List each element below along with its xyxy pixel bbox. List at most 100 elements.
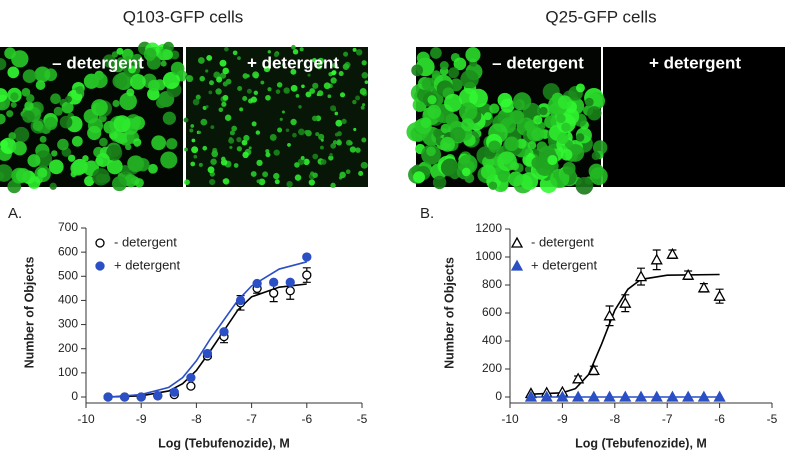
legend-label: - detergent <box>531 234 594 249</box>
cell <box>131 53 143 65</box>
cell <box>516 138 527 149</box>
cell <box>148 163 158 174</box>
cell <box>358 170 364 176</box>
cell <box>488 181 498 191</box>
data-point <box>666 247 679 259</box>
y-tick-label: 1200 <box>475 221 502 235</box>
cell <box>256 159 263 167</box>
cell <box>510 161 519 171</box>
cell <box>87 125 102 141</box>
data-point <box>666 390 679 402</box>
cell <box>267 59 272 63</box>
cell <box>421 77 436 91</box>
cell <box>91 99 108 116</box>
data-point <box>202 348 213 359</box>
cell <box>4 47 16 60</box>
cell <box>298 128 305 136</box>
cell <box>352 99 357 105</box>
cell <box>300 156 305 160</box>
cell <box>488 140 501 153</box>
cell <box>497 92 513 108</box>
cell <box>432 175 447 190</box>
x-tick-label: -5 <box>767 412 778 426</box>
cell <box>34 66 51 83</box>
cell <box>312 57 317 63</box>
cell <box>232 50 238 56</box>
cell <box>561 122 571 132</box>
cell <box>147 87 160 101</box>
cell <box>330 142 337 149</box>
legend-label: + detergent <box>114 257 181 272</box>
legend-marker <box>95 238 105 248</box>
cell <box>248 146 252 150</box>
cell <box>170 61 185 76</box>
cell <box>331 70 336 76</box>
cell <box>312 172 318 178</box>
cell <box>549 168 570 189</box>
cell <box>320 138 324 142</box>
cell <box>556 132 569 145</box>
cell <box>218 107 224 113</box>
x-tick-label: -9 <box>136 412 147 426</box>
data-point <box>634 390 648 402</box>
cell <box>330 105 337 112</box>
x-tick-label: -8 <box>609 412 620 426</box>
data-point <box>235 295 246 306</box>
cell <box>318 133 325 141</box>
cell <box>221 101 227 107</box>
cell <box>315 132 320 137</box>
cell <box>450 126 466 143</box>
data-point <box>103 392 113 402</box>
data-point <box>619 390 632 402</box>
cell <box>210 125 215 130</box>
cell <box>267 87 272 92</box>
cell <box>125 143 132 151</box>
x-tick-label: -10 <box>77 412 95 426</box>
cell <box>186 75 194 83</box>
cell <box>126 88 135 97</box>
cell <box>243 134 250 142</box>
cell <box>99 137 108 147</box>
cell <box>162 71 180 89</box>
cell <box>148 79 160 92</box>
cell <box>330 77 337 84</box>
data-point <box>713 390 726 402</box>
cell <box>294 162 300 168</box>
cell <box>229 130 235 136</box>
cell <box>285 128 290 132</box>
data-point <box>572 372 585 384</box>
cell <box>587 106 602 121</box>
cell <box>320 159 327 165</box>
cell <box>236 146 242 152</box>
cell <box>251 121 257 127</box>
data-point <box>269 288 279 298</box>
panel-title: Q25-GFP cells <box>545 7 656 26</box>
legend-label: + detergent <box>531 257 598 272</box>
cell <box>461 167 471 177</box>
cell <box>95 153 110 168</box>
cell <box>461 118 475 132</box>
cell <box>345 169 351 175</box>
cell <box>252 71 260 79</box>
cell <box>316 62 323 70</box>
y-tick-label: 400 <box>482 333 502 347</box>
cell <box>311 115 318 122</box>
cell <box>309 88 316 94</box>
y-tick-label: 400 <box>58 293 78 307</box>
cell <box>215 88 222 95</box>
cell <box>162 49 174 60</box>
data-point <box>186 373 196 383</box>
cell <box>342 63 350 70</box>
cell <box>323 82 331 90</box>
cell <box>330 182 336 189</box>
cell <box>48 159 64 175</box>
cell <box>294 174 302 181</box>
cell <box>92 72 108 89</box>
cell <box>343 51 349 57</box>
cell <box>116 47 124 55</box>
cell <box>480 164 496 180</box>
cell <box>209 80 214 86</box>
cell <box>110 60 122 72</box>
cell <box>237 56 241 61</box>
